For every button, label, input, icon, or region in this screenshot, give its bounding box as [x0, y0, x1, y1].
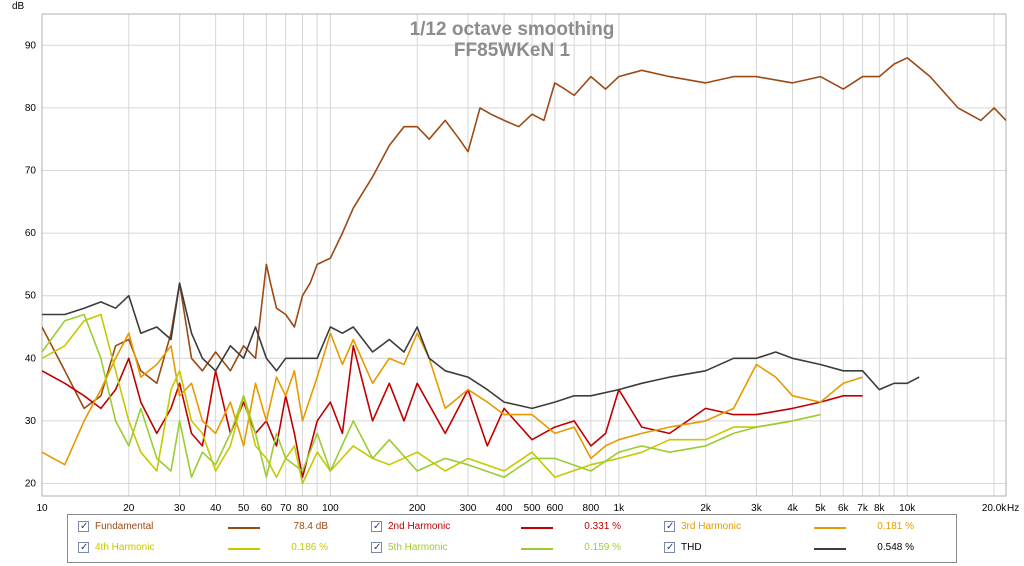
x-tick-label: 20	[123, 503, 135, 512]
x-tick-label: 200	[409, 503, 426, 512]
x-tick-label: 10	[36, 503, 48, 512]
legend-swatch	[814, 527, 846, 529]
legend-swatch	[814, 548, 846, 550]
legend-value: 0.331 %	[584, 521, 621, 532]
legend-label: 3rd Harmonic	[681, 521, 742, 532]
x-tick-label: 3k	[751, 503, 763, 512]
x-tick-label: 100	[322, 503, 339, 512]
grid-lines	[41, 14, 1006, 496]
legend-label: 2nd Harmonic	[388, 521, 451, 532]
x-tick-label: 600	[546, 503, 563, 512]
legend-label: THD	[681, 542, 702, 553]
x-tick-label: 70	[280, 503, 292, 512]
y-tick-label: 50	[25, 291, 37, 302]
legend-checkbox[interactable]	[664, 519, 675, 535]
legend-value: 0.159 %	[584, 542, 621, 553]
legend-label: 4th Harmonic	[95, 542, 155, 553]
legend-swatch	[228, 527, 260, 529]
legend-value: 0.181 %	[877, 521, 914, 532]
legend-checkbox[interactable]	[78, 519, 89, 535]
plot-frame	[41, 13, 1007, 497]
legend-swatch	[521, 527, 553, 529]
legend-checkbox[interactable]	[371, 519, 382, 535]
x-tick-label: 40	[210, 503, 222, 512]
legend-checkbox[interactable]	[371, 540, 382, 556]
x-tick-label: 4k	[787, 503, 799, 512]
x-tick-label: 60	[261, 503, 273, 512]
series-line-thd	[42, 282, 920, 410]
x-axis-label: Hz	[1007, 503, 1019, 512]
x-tick-label: 50	[238, 503, 250, 512]
series-line-3rd-harmonic	[42, 332, 863, 466]
y-tick-label: 60	[25, 228, 37, 239]
x-tick-label: 500	[524, 503, 541, 512]
x-tick-label: 7k	[857, 503, 869, 512]
x-tick-label: 80	[297, 503, 309, 512]
x-tick-label: 30	[174, 503, 186, 512]
series-line-4th-harmonic	[42, 313, 821, 485]
x-tick-label: 2k	[700, 503, 712, 512]
x-tick-label: 8k	[874, 503, 886, 512]
y-tick-label: 80	[25, 103, 37, 114]
series-line-5th-harmonic	[42, 313, 821, 479]
chart-title: 1/12 octave smoothing	[410, 19, 615, 40]
y-axis-label: dB	[12, 1, 25, 12]
legend-checkbox[interactable]	[664, 540, 675, 556]
x-tick-label: 20.0k	[982, 503, 1007, 512]
y-tick-label: 90	[25, 40, 37, 51]
y-tick-label: 20	[25, 478, 37, 489]
x-tick-label: 300	[460, 503, 477, 512]
legend-value: 0.548 %	[877, 542, 914, 553]
x-tick-label: 400	[496, 503, 513, 512]
chart-subtitle: FF85WKeN 1	[454, 40, 571, 61]
legend-label: 5th Harmonic	[388, 542, 448, 553]
y-tick-label: 40	[25, 353, 37, 364]
x-tick-label: 6k	[838, 503, 850, 512]
chart-svg: 10 20 30 40 50 60 70 80 100 200 300 400 500 600 800 1k 2…	[12, 1, 1019, 512]
x-tick-label: 5k	[815, 503, 827, 512]
legend-value: 0.186 %	[291, 542, 328, 553]
y-tick-label: 70	[25, 165, 37, 176]
legend-label: Fundamental	[95, 521, 154, 532]
legend-value: 78.4 dB	[293, 521, 328, 532]
y-tick-labels: 20 30 40 50 60 70 80 90	[25, 40, 37, 489]
legend-swatch	[521, 548, 553, 550]
x-tick-label: 1k	[614, 503, 626, 512]
series-line-2nd-harmonic	[42, 344, 863, 479]
series-layer	[42, 56, 1006, 485]
x-tick-label: 10k	[899, 503, 916, 512]
x-tick-label: 800	[583, 503, 600, 512]
legend: Fundamental 78.4 dB 2nd Harmonic 0.331 % 3rd…	[67, 514, 957, 563]
series-line-fundamental	[42, 56, 1006, 410]
x-tick-labels: 10 20 30 40 50 60 70 80 100 200 300 400 500 600 800 1k 2…	[36, 503, 1007, 512]
legend-swatch	[228, 548, 260, 550]
legend-checkbox[interactable]	[78, 540, 89, 556]
y-tick-label: 30	[25, 416, 37, 427]
